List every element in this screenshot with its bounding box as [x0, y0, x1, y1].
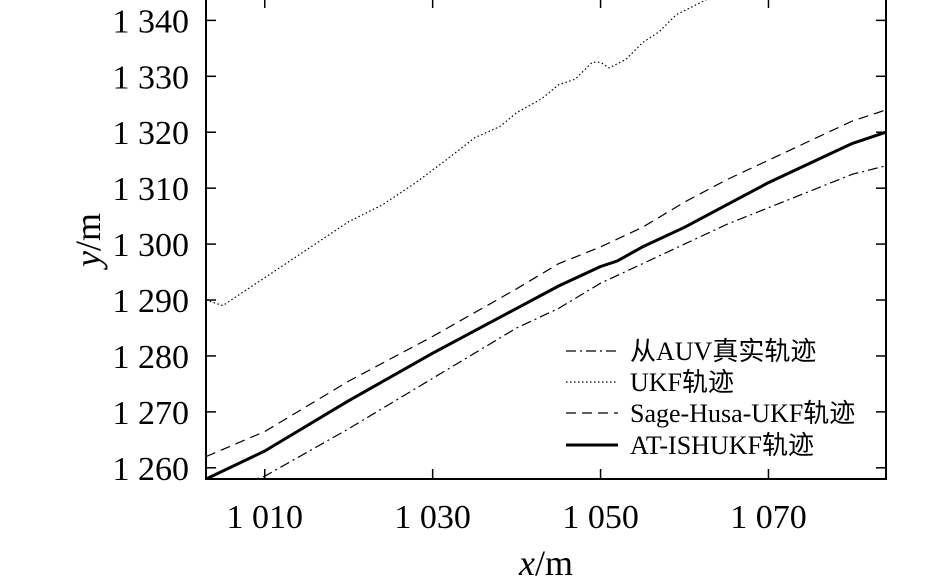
y-axis-title: y/m [68, 213, 108, 270]
series-line-2 [206, 0, 708, 307]
y-tick-label: 1 260 [113, 451, 190, 488]
plot-frame [205, 0, 887, 480]
series-layer [206, 0, 886, 479]
y-tick-label: 1 300 [113, 227, 190, 264]
x-tick-label: 1 010 [227, 499, 304, 536]
legend-label-2: UKF轨迹 [630, 368, 734, 397]
series-line-1 [254, 165, 886, 479]
y-tick-label: 1 280 [113, 339, 190, 376]
x-tick-label: 1 030 [394, 499, 471, 536]
legend-label-3: Sage-Husa-UKF轨迹 [630, 399, 855, 428]
y-tick-label: 1 330 [113, 59, 190, 96]
y-tick-label: 1 290 [113, 283, 190, 320]
x-axis-ticks: 1 010 1 030 1 050 1 070 [227, 0, 807, 536]
legend-label-4: AT-ISHUKF轨迹 [630, 431, 814, 460]
y-tick-label: 1 310 [113, 171, 190, 208]
y-tick-label: 1 340 [113, 3, 190, 40]
legend-label-1: 从AUV真实轨迹 [630, 337, 816, 366]
x-tick-label: 1 070 [730, 499, 807, 536]
series-line-4 [206, 130, 886, 479]
x-axis-title: x/m [518, 543, 573, 583]
y-tick-label: 1 270 [113, 395, 190, 432]
y-tick-label: 1 320 [113, 115, 190, 152]
x-tick-label: 1 050 [562, 499, 639, 536]
y-axis-ticks: 1 260 1 270 1 280 1 290 1 300 1 310 1 320 1 330… [113, 3, 886, 488]
series-line-3 [206, 109, 886, 458]
